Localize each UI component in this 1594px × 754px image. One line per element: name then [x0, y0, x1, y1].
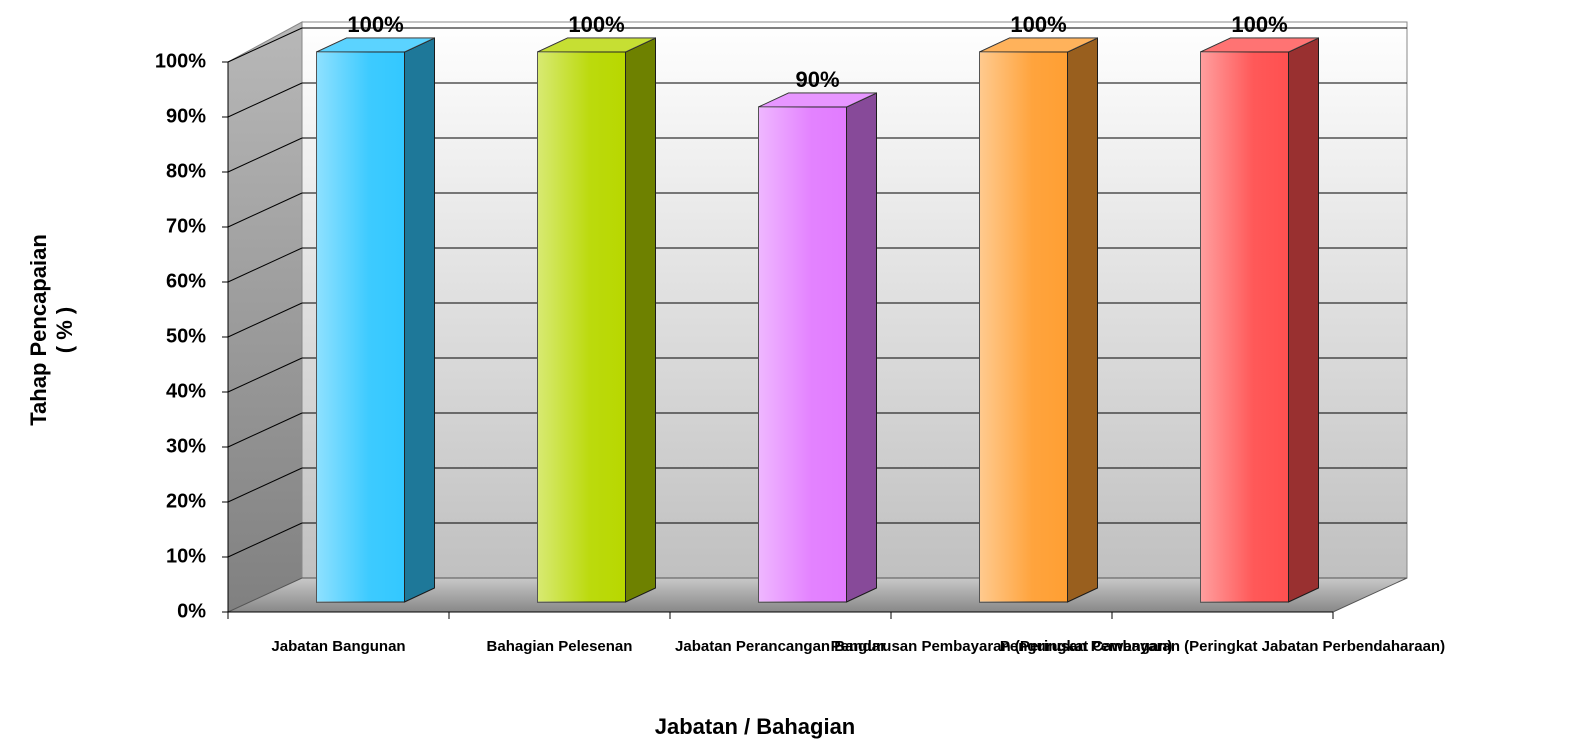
grid-line	[227, 82, 303, 118]
y-tick-label: 40%	[166, 380, 206, 402]
x-tick-label: Pengurusan Pembayaran (Peringkat Jabatan…	[1000, 638, 1445, 655]
bar-shade	[979, 52, 1068, 602]
grid-line	[227, 357, 303, 393]
y-tick-label: 10%	[166, 545, 206, 567]
y-axis-title: ( % )	[52, 307, 77, 353]
y-tick-label: 20%	[166, 490, 206, 512]
bar-shade	[316, 52, 405, 602]
y-tick-label: 100%	[155, 50, 206, 72]
x-tick-label: Jabatan Perancangan Bandar	[675, 638, 886, 655]
y-tick-label: 50%	[166, 325, 206, 347]
grid-line	[227, 467, 303, 503]
x-tick-label: Bahagian Pelesenan	[487, 638, 633, 655]
value-label: 100%	[568, 12, 624, 37]
bar-top-shade	[1200, 38, 1319, 52]
bar-side-shade	[1067, 38, 1098, 602]
grid-line	[227, 412, 303, 448]
y-tick-label: 70%	[166, 215, 206, 237]
value-label: 100%	[1010, 12, 1066, 37]
bar-shade	[758, 107, 847, 602]
side-wall	[227, 21, 303, 613]
bar-shade	[537, 52, 626, 602]
value-label: 100%	[1231, 12, 1287, 37]
y-tick-label: 80%	[166, 160, 206, 182]
value-label: 90%	[795, 67, 839, 92]
grid-line	[227, 302, 303, 338]
bar-side-shade	[404, 38, 435, 602]
x-tick-label: Pengurusan Pembayaran (Peringkat Cawanga…	[831, 638, 1173, 655]
grid-line	[227, 247, 303, 283]
grid-line	[227, 522, 303, 558]
y-tick-label: 90%	[166, 105, 206, 127]
y-tick-label: 30%	[166, 435, 206, 457]
grid-line	[227, 27, 303, 63]
bar-side-shade	[625, 38, 656, 602]
bar-top-shade	[537, 38, 656, 52]
bar-top-shade	[316, 38, 435, 52]
y-tick-label: 0%	[177, 600, 206, 622]
bar-side-shade	[1288, 38, 1319, 602]
grid-line	[227, 192, 303, 228]
y-axis-title: Tahap Pencapaian	[26, 234, 51, 426]
x-tick-label: Jabatan Bangunan	[271, 638, 405, 655]
bar-top-shade	[758, 93, 877, 107]
bar-top-shade	[979, 38, 1098, 52]
bar-side-shade	[846, 93, 877, 602]
bar-shade	[1200, 52, 1289, 602]
grid-line	[227, 137, 303, 173]
y-tick-label: 60%	[166, 270, 206, 292]
value-label: 100%	[347, 12, 403, 37]
x-axis-title: Jabatan / Bahagian	[655, 714, 856, 739]
